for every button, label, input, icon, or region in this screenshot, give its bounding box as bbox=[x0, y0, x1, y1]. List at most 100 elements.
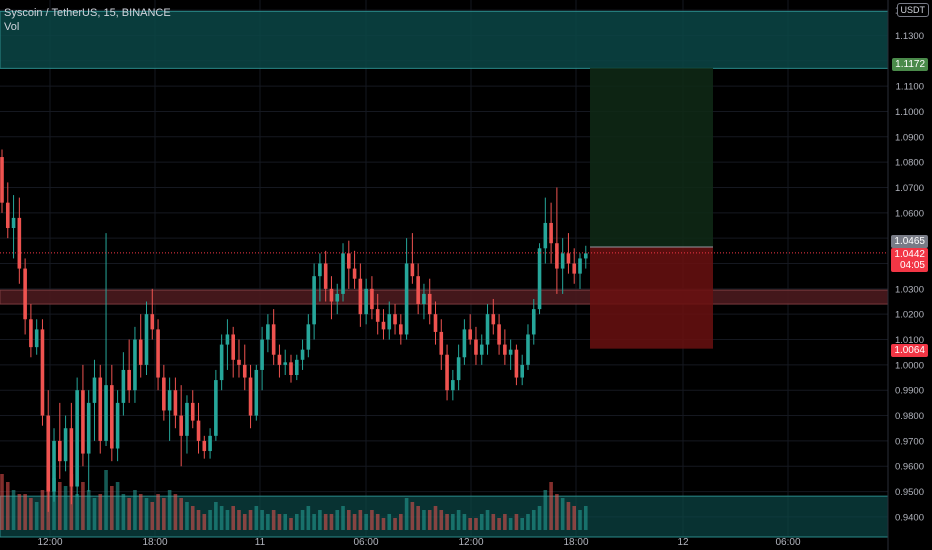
y-tick-label: 0.9400 bbox=[895, 512, 924, 523]
volume-bar bbox=[312, 514, 316, 530]
volume-bar bbox=[549, 482, 553, 530]
volume-bar bbox=[156, 494, 160, 530]
volume-bar bbox=[381, 518, 386, 530]
candle-body bbox=[416, 276, 420, 305]
y-tick-label: 0.9700 bbox=[895, 436, 924, 447]
time-axis[interactable]: 12:00 18:00 11 06:00 12:00 18:00 12 06:00 bbox=[37, 537, 800, 548]
volume-bar bbox=[578, 510, 582, 530]
y-tick-label: 1.1100 bbox=[896, 82, 924, 93]
candle-body bbox=[173, 390, 178, 416]
candle-body bbox=[52, 440, 56, 492]
volume-bar bbox=[479, 514, 484, 530]
candle-body bbox=[520, 364, 524, 378]
volume-bar bbox=[347, 510, 351, 530]
candle-body bbox=[248, 377, 253, 416]
volume-bar bbox=[329, 514, 334, 530]
volume-bar bbox=[254, 506, 259, 530]
volume-bar bbox=[98, 494, 103, 530]
candle-body bbox=[381, 321, 386, 330]
x-tick-label: 11 bbox=[255, 537, 266, 548]
candle-body bbox=[121, 369, 126, 403]
volume-bar bbox=[416, 506, 420, 530]
candle-body bbox=[277, 354, 282, 365]
y-tick-label: 0.9800 bbox=[895, 411, 924, 422]
candle-body bbox=[167, 390, 172, 411]
volume-bar bbox=[133, 490, 137, 530]
candle-body bbox=[341, 253, 345, 294]
volume-bar bbox=[5, 482, 10, 530]
volume-bar bbox=[508, 518, 513, 530]
candle-body bbox=[439, 331, 444, 355]
candle-body bbox=[202, 440, 207, 452]
candle-body bbox=[23, 268, 27, 320]
candle-body bbox=[58, 440, 62, 462]
candle-body bbox=[410, 263, 415, 277]
candle-body bbox=[312, 276, 316, 325]
y-tick-label: 1.0000 bbox=[895, 360, 924, 371]
volume-bar bbox=[75, 494, 79, 530]
stop-price-tag: 1.0064 bbox=[891, 344, 928, 357]
volume-bar bbox=[81, 482, 85, 530]
long-position-tool[interactable] bbox=[590, 67, 713, 349]
volume-bar bbox=[289, 518, 293, 530]
volume-bar bbox=[138, 494, 143, 530]
candle-body bbox=[485, 314, 490, 345]
volume-bar bbox=[52, 478, 56, 530]
candle-body bbox=[399, 324, 403, 335]
volume-bar bbox=[445, 514, 449, 530]
price-axis[interactable]: 0.9400 0.9500 0.9600 0.9700 0.9800 0.9900 1.00… bbox=[895, 6, 924, 524]
volume-bar bbox=[427, 510, 432, 530]
volume-bar bbox=[29, 498, 33, 530]
volume-bar bbox=[555, 494, 559, 530]
volume-bar bbox=[468, 518, 472, 530]
volume-bar bbox=[260, 510, 264, 530]
currency-badge[interactable]: USDT bbox=[896, 3, 929, 17]
volume-bar bbox=[583, 506, 588, 530]
volume-bar bbox=[358, 510, 363, 530]
candle-body bbox=[531, 309, 536, 335]
volume-bar bbox=[242, 514, 247, 530]
volume-bar bbox=[63, 486, 68, 530]
resistance-zone bbox=[0, 10, 889, 69]
volume-bar bbox=[283, 514, 288, 530]
volume-bar bbox=[179, 498, 183, 530]
y-tick-label: 1.0200 bbox=[895, 310, 924, 321]
volume-bar bbox=[231, 506, 235, 530]
candle-body bbox=[86, 402, 91, 454]
y-tick-label: 0.9600 bbox=[895, 462, 924, 473]
volume-bar bbox=[248, 510, 253, 530]
candle-body bbox=[185, 402, 189, 436]
candle-body bbox=[549, 222, 553, 244]
volume-bar bbox=[399, 514, 403, 530]
volume-bar bbox=[370, 510, 374, 530]
bar-countdown: 04:05 bbox=[899, 260, 925, 271]
candle-body bbox=[190, 402, 195, 421]
candle-body bbox=[266, 324, 270, 340]
candle-body bbox=[335, 293, 340, 302]
candle-body bbox=[162, 377, 166, 411]
volume-bar bbox=[40, 490, 45, 530]
candle-body bbox=[427, 293, 432, 315]
volume-bar bbox=[439, 510, 444, 530]
x-tick-label: 12:00 bbox=[37, 537, 62, 548]
volume-bar bbox=[404, 498, 409, 530]
candle-body bbox=[69, 428, 74, 487]
volume-bar bbox=[537, 506, 542, 530]
volume-bar bbox=[225, 510, 230, 530]
volume-bar bbox=[560, 498, 565, 530]
candle-body bbox=[225, 334, 230, 345]
volume-bar bbox=[300, 510, 305, 530]
volume-bar bbox=[185, 502, 189, 530]
symbol-title[interactable]: Syscoin / TetherUS, 15, BINANCE bbox=[4, 7, 171, 19]
candle-body bbox=[370, 288, 374, 310]
volume-legend[interactable]: Vol bbox=[4, 21, 20, 33]
legend: Syscoin / TetherUS, 15, BINANCE Vol bbox=[4, 6, 171, 34]
x-tick-label: 06:00 bbox=[775, 537, 800, 548]
volume-bar bbox=[462, 514, 467, 530]
volume-bar bbox=[456, 510, 461, 530]
candle-body bbox=[543, 222, 548, 249]
candle-body bbox=[46, 415, 51, 492]
candle-body bbox=[196, 420, 201, 441]
candle-body bbox=[260, 339, 264, 370]
